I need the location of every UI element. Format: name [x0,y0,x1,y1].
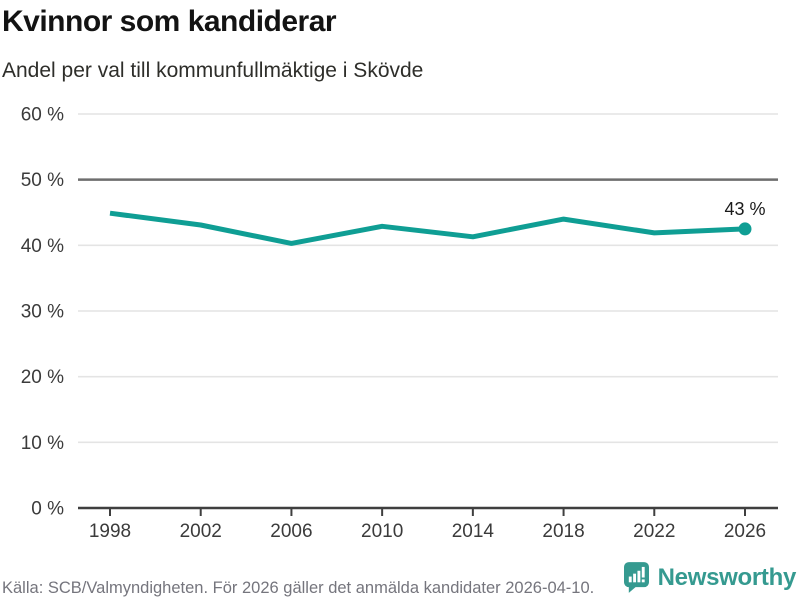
x-axis-tick-label: 1998 [89,521,131,542]
newsworthy-logo-text: Newsworthy [657,563,797,591]
data-line [109,210,746,246]
x-axis-tick-label: 2018 [542,521,584,542]
page-subtitle: Andel per val till kommunfullmäktige i S… [2,59,424,82]
newsworthy-logo-icon [623,562,649,593]
y-axis-tick-label: 50 % [21,170,64,191]
y-axis-tick-label: 40 % [21,236,64,257]
x-axis-tick-label: 2022 [633,521,675,542]
page-title: Kvinnor som kandiderar [2,5,337,38]
y-axis-tick-label: 30 % [21,302,64,323]
y-axis-tick-label: 60 % [21,105,64,126]
y-axis-tick-label: 20 % [21,367,64,388]
x-axis-tick-label: 2014 [452,521,495,542]
end-point-value-label: 43 % [724,199,765,219]
y-axis-tick-label: 10 % [21,433,64,454]
x-axis-tick-label: 2026 [724,521,766,542]
x-axis-tick-label: 2006 [270,521,312,542]
source-note: Källa: SCB/Valmyndigheten. För 2026 gäll… [2,579,595,597]
x-axis-tick-label: 2010 [361,521,403,542]
y-axis-tick-label: 0 % [31,499,64,520]
last-point-marker [738,222,752,236]
newsworthy-logo[interactable]: Newsworthy [623,562,797,593]
x-axis-tick-label: 2002 [180,521,222,542]
